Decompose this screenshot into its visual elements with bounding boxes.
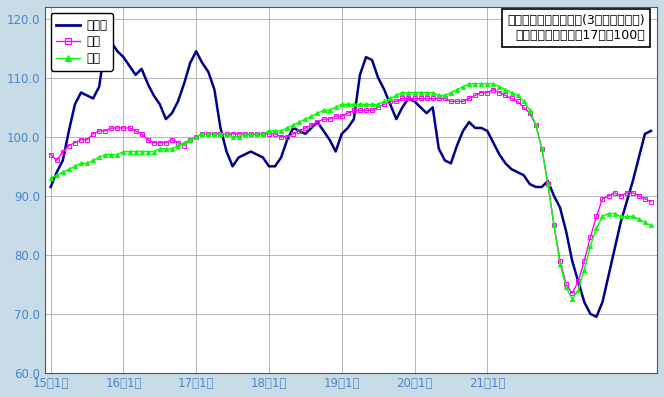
Text: 鉱工業生産指数の推移(3ヶ月移動平均)
（季節調整済、平成17年＝100）: 鉱工業生産指数の推移(3ヶ月移動平均) （季節調整済、平成17年＝100） (507, 14, 645, 42)
Legend: 鳥取県, 中国, 全国: 鳥取県, 中国, 全国 (50, 13, 113, 71)
